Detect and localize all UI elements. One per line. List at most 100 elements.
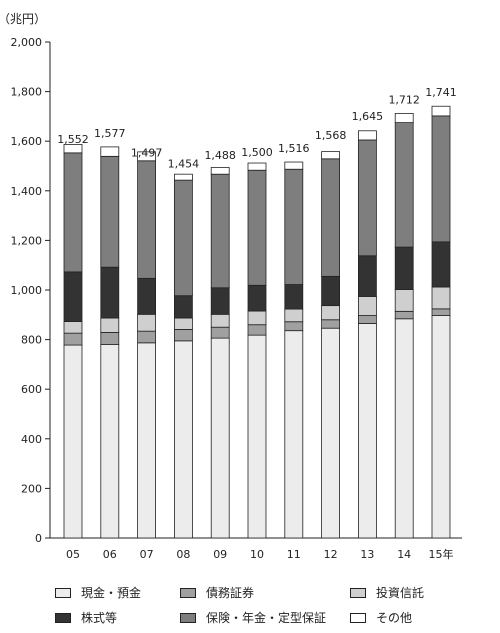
bar-segment-2 [357, 296, 377, 316]
bar-segment-5 [394, 113, 414, 124]
y-tick-label: 600 [21, 383, 42, 396]
bar-segment-2 [173, 317, 193, 330]
y-tick-label: 1,400 [11, 185, 43, 198]
x-tick-label: 05 [66, 548, 80, 561]
legend-label-debt-securities: 債務証券 [206, 586, 255, 600]
bar-segment-4 [100, 155, 120, 268]
bar-segment-2 [321, 305, 341, 321]
bar-segment-1 [100, 332, 120, 345]
legend-swatch-insurance-pension [180, 612, 196, 623]
bar-segment-0 [284, 330, 304, 539]
bar-segment-2 [431, 286, 451, 310]
bar-segment-5 [284, 161, 304, 170]
y-tick-label: 800 [21, 334, 42, 347]
bar-segment-1 [210, 326, 230, 339]
bar-segment-3 [394, 246, 414, 290]
legend-item-cash: 現金・預金 [55, 584, 141, 601]
legend-swatch-equities [55, 612, 71, 623]
bar-segment-3 [100, 266, 120, 319]
bar-segment-0 [321, 327, 341, 539]
legend-label-other: その他 [376, 611, 413, 625]
bar-segment-4 [394, 122, 414, 248]
y-axis-ticks: 0 200 400 600 800 1,000 1,200 1,400 1,600 1,800 2,… [11, 36, 50, 545]
legend-item-investment-trusts: 投資信託 [350, 584, 424, 601]
x-tick-label: 13 [360, 548, 374, 561]
legend-item-equities: 株式等 [55, 609, 117, 626]
y-tick-label: 200 [21, 482, 42, 495]
bar-segment-0 [63, 344, 83, 539]
legend-label-equities: 株式等 [81, 611, 118, 625]
legend-label-insurance-pension: 保険・年金・定型保証 [206, 611, 327, 625]
bar-segment-0 [137, 342, 157, 539]
bar-segment-4 [284, 168, 304, 285]
x-tick-label: 08 [176, 548, 190, 561]
legend-swatch-other [350, 612, 366, 623]
bar-segment-5 [357, 130, 377, 141]
bar-segment-2 [394, 289, 414, 312]
bar-segment-0 [431, 315, 451, 539]
bar-segment-5 [210, 167, 230, 175]
bar-total-label: 1,552 [57, 133, 89, 146]
legend-label-investment-trusts: 投資信託 [376, 586, 425, 600]
bar-total-label: 1,741 [425, 86, 457, 99]
y-tick-label: 1,200 [11, 234, 43, 247]
bar-segment-1 [173, 329, 193, 342]
bar-segment-5 [173, 173, 193, 181]
x-tick-label: 09 [213, 548, 227, 561]
y-tick-label: 2,000 [11, 36, 43, 49]
bar-segment-3 [431, 241, 451, 288]
bar-segment-1 [284, 321, 304, 332]
bar-segment-4 [431, 115, 451, 243]
legend: 現金・預金 債務証券 投資信託 株式等 保険・年金・定型保証 その他 [55, 582, 475, 630]
bar-total-label: 1,712 [388, 93, 420, 106]
bar-segment-1 [357, 315, 377, 324]
y-tick-label: 1,800 [11, 86, 43, 99]
x-tick-label: 11 [287, 548, 301, 561]
legend-label-cash: 現金・預金 [81, 586, 142, 600]
legend-item-debt-securities: 債務証券 [180, 584, 254, 601]
bar-segment-4 [321, 158, 341, 277]
bar-total-label: 1,454 [168, 157, 200, 170]
bar-segment-0 [394, 318, 414, 539]
x-tick-label: 12 [324, 548, 338, 561]
legend-swatch-investment-trusts [350, 587, 366, 598]
bar-segment-5 [431, 105, 451, 117]
x-tick-label: 07 [140, 548, 154, 561]
bar-segment-3 [137, 277, 157, 315]
y-tick-label: 1,000 [11, 284, 43, 297]
legend-swatch-debt-securities [180, 587, 196, 598]
bar-segment-3 [63, 271, 83, 322]
y-axis-unit-label: （兆円） [0, 12, 46, 26]
x-tick-label: 10 [250, 548, 264, 561]
bar-total-label: 1,568 [315, 129, 347, 142]
bar-segment-1 [394, 310, 414, 320]
legend-item-insurance-pension: 保険・年金・定型保証 [180, 609, 326, 626]
bar-segment-0 [247, 334, 267, 539]
bar-segment-4 [173, 179, 193, 297]
bar-segment-2 [284, 308, 304, 323]
x-tick-label: 14 [397, 548, 411, 561]
bar-segment-4 [137, 160, 157, 279]
bar-segment-2 [137, 313, 157, 332]
bar-segment-5 [247, 162, 267, 171]
x-tick-label: 06 [103, 548, 117, 561]
total-labels: 1,552 1,577 1,497 1,454 1,488 1,500 1,516 1,568… [57, 86, 457, 170]
bar-segment-5 [100, 146, 120, 157]
bars-group [63, 105, 451, 539]
x-tick-label: 15年 [429, 547, 454, 561]
y-tick-label: 1,600 [11, 135, 43, 148]
y-tick-label: 400 [21, 433, 42, 446]
bar-segment-1 [247, 324, 267, 336]
bar-segment-4 [357, 139, 377, 257]
bar-segment-1 [63, 332, 83, 346]
bar-segment-0 [100, 344, 120, 539]
bar-segment-2 [100, 317, 120, 333]
bar-total-label: 1,500 [241, 146, 273, 159]
bar-segment-0 [357, 323, 377, 539]
bar-segment-3 [247, 284, 267, 312]
bar-total-label: 1,516 [278, 142, 310, 155]
legend-item-other: その他 [350, 609, 412, 626]
y-tick-label: 0 [35, 532, 42, 545]
bar-segment-3 [357, 255, 377, 297]
